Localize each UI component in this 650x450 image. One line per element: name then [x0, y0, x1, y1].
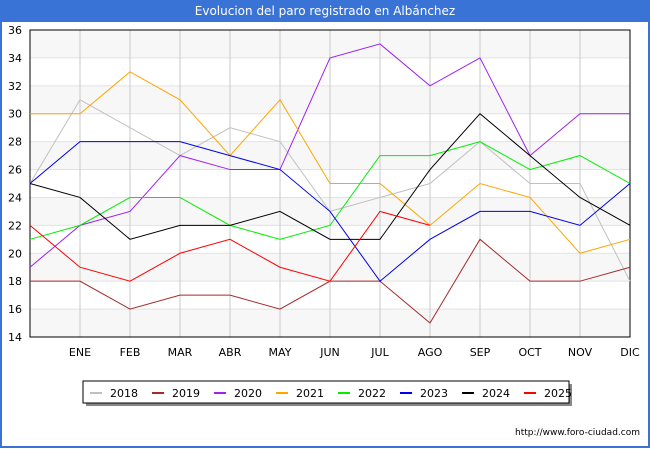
x-tick-label: OCT: [518, 346, 541, 359]
y-tick-label: 20: [8, 247, 22, 260]
legend-label-2018: 2018: [110, 387, 138, 400]
legend-label-2022: 2022: [358, 387, 386, 400]
y-tick-label: 32: [8, 80, 22, 93]
x-tick-label: AGO: [418, 346, 443, 359]
y-tick-label: 30: [8, 108, 22, 121]
y-tick-label: 34: [8, 52, 22, 65]
legend-label-2021: 2021: [296, 387, 324, 400]
legend-box: [82, 380, 570, 404]
y-tick-label: 24: [8, 191, 22, 204]
legend-label-2023: 2023: [420, 387, 448, 400]
series-line-2022: [29, 141, 631, 240]
x-tick-label: ENE: [69, 346, 91, 359]
x-tick-label: JUN: [319, 346, 340, 359]
y-tick-label: 28: [8, 136, 22, 149]
series-line-2023: [29, 141, 631, 282]
y-tick-label: 26: [8, 164, 22, 177]
y-tick-label: 36: [8, 24, 22, 37]
y-tick-label: 14: [8, 331, 22, 344]
series-line-2025: [29, 210, 431, 282]
x-tick-label: MAR: [168, 346, 193, 359]
legend: 2018 2019 2020 2021 2022 2023 2024 2025: [82, 380, 572, 406]
x-tick-label: JUL: [370, 346, 389, 359]
x-tick-label: SEP: [470, 346, 491, 359]
x-tick-label: MAY: [269, 346, 292, 359]
series-line-2024: [29, 113, 631, 240]
series-line-2021: [30, 71, 631, 254]
legend-label-2019: 2019: [172, 387, 200, 400]
y-tick-label: 18: [8, 275, 22, 288]
legend-label-2020: 2020: [234, 387, 262, 400]
x-tick-label: NOV: [568, 346, 593, 359]
x-tick-label: FEB: [120, 346, 141, 359]
chart-title: Evolucion del paro registrado en Albánch…: [0, 0, 650, 22]
legend-label-2024: 2024: [482, 387, 510, 400]
y-tick-label: 16: [8, 303, 22, 316]
legend-label-2025: 2025: [544, 387, 572, 400]
x-tick-label: ABR: [219, 346, 242, 359]
source-url: http://www.foro-ciudad.com: [515, 428, 640, 438]
y-tick-label: 22: [8, 219, 22, 232]
x-tick-label: DIC: [620, 346, 640, 359]
